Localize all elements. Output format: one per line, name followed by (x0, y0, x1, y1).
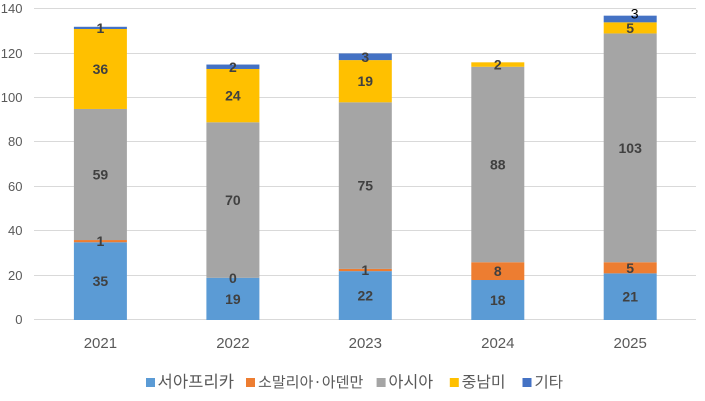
svg-text:75: 75 (358, 178, 374, 194)
svg-text:24: 24 (225, 88, 241, 104)
svg-text:2: 2 (229, 59, 237, 75)
svg-text:3: 3 (361, 49, 369, 65)
svg-text:3: 3 (631, 6, 639, 22)
svg-text:2021: 2021 (84, 335, 117, 352)
svg-text:2025: 2025 (614, 335, 647, 352)
svg-text:70: 70 (225, 192, 241, 208)
svg-text:0: 0 (15, 312, 22, 327)
svg-text:40: 40 (8, 223, 22, 238)
svg-text:2023: 2023 (349, 335, 382, 352)
svg-text:2022: 2022 (216, 335, 249, 352)
svg-text:1: 1 (97, 233, 105, 249)
svg-text:5: 5 (626, 20, 634, 36)
svg-text:22: 22 (358, 288, 374, 304)
svg-text:18: 18 (490, 292, 506, 308)
svg-text:60: 60 (8, 179, 22, 194)
svg-text:2: 2 (494, 57, 502, 73)
svg-text:80: 80 (8, 134, 22, 149)
svg-text:120: 120 (1, 46, 23, 61)
svg-text:0: 0 (229, 270, 237, 286)
svg-text:35: 35 (93, 273, 109, 289)
svg-text:1: 1 (97, 20, 105, 36)
svg-text:2024: 2024 (481, 335, 514, 352)
svg-text:100: 100 (1, 90, 23, 105)
svg-text:59: 59 (93, 167, 109, 183)
svg-text:19: 19 (358, 73, 374, 89)
svg-text:103: 103 (619, 140, 643, 156)
svg-text:88: 88 (490, 157, 506, 173)
svg-text:19: 19 (225, 291, 241, 307)
svg-text:21: 21 (622, 289, 638, 305)
svg-text:140: 140 (1, 1, 23, 16)
svg-text:36: 36 (93, 61, 109, 77)
svg-text:20: 20 (8, 268, 22, 283)
svg-text:1: 1 (361, 262, 369, 278)
svg-text:5: 5 (626, 260, 634, 276)
svg-text:8: 8 (494, 263, 502, 279)
